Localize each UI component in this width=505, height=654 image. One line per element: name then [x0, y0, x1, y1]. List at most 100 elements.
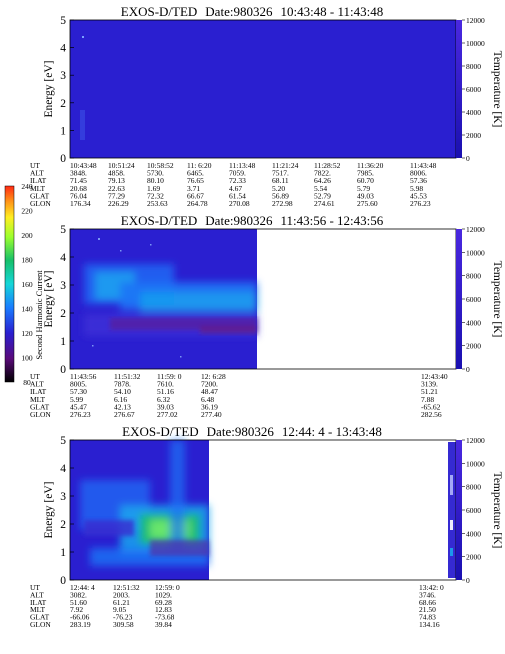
right-tick-label: 2000	[466, 553, 481, 562]
y-tick-label: 5	[60, 15, 66, 27]
y-tick-label: 4	[60, 463, 66, 475]
orbit-cell: 22.63	[108, 184, 125, 193]
orbit-cell: 12:51:32	[113, 583, 140, 592]
y-tick-label: 3	[60, 70, 66, 82]
orbit-cell: 9.05	[113, 605, 126, 614]
panel-1-y-ticks: 5 4 3 2 1 0	[60, 15, 74, 165]
orbit-cell: 5.79	[357, 184, 370, 193]
orbit-cell: 7985.	[357, 169, 374, 178]
y-tick-label: 1	[60, 547, 66, 559]
colorbar-label: Second Harmonic Current	[34, 270, 44, 360]
y-tick-label: 2	[60, 308, 66, 320]
colorbar-tick-label: 180	[21, 256, 33, 265]
colorbar-tick-label: 140	[21, 305, 33, 314]
right-tick-label: 12000	[466, 16, 485, 25]
orbit-cell: 264.78	[187, 199, 208, 208]
orbit-cell: 56.89	[272, 191, 289, 200]
orbit-row-label: GLON	[30, 410, 51, 419]
orbit-cell: 51.60	[70, 598, 87, 607]
orbit-cell: 5.98	[410, 184, 423, 193]
right-tick-label: 0	[466, 154, 470, 163]
orbit-row-label: UT	[30, 372, 40, 381]
orbit-cell: 282.56	[421, 410, 442, 419]
colorbar-tick-label: 220	[21, 207, 33, 216]
orbit-cell: 61.21	[113, 598, 130, 607]
right-tick-label: 6000	[466, 506, 481, 515]
orbit-cell: 57.30	[70, 387, 87, 396]
y-tick-label: 3	[60, 280, 66, 292]
orbit-cell: 10:43:48	[70, 161, 97, 170]
orbit-cell: 277.02	[157, 410, 178, 419]
panel-2-right-ticks: 12000 10000 8000 6000 4000 2000 0	[462, 225, 485, 374]
orbit-row-label: MLT	[30, 605, 46, 614]
orbit-cell: 64.26	[314, 176, 331, 185]
panel-2-spectrogram	[70, 229, 257, 369]
y-tick-label: 4	[60, 43, 66, 55]
orbit-cell: 12: 6:28	[201, 372, 226, 381]
orbit-cell: 176.34	[70, 199, 91, 208]
colorbar-scale	[4, 185, 15, 383]
orbit-cell: 77.29	[108, 191, 125, 200]
orbit-row-label: GLAT	[30, 613, 50, 622]
orbit-cell: 3746.	[419, 590, 436, 599]
y-tick-label: 2	[60, 98, 66, 110]
panel-2-ylabel: Energy [eV]	[43, 271, 55, 328]
panel-2: EXOS-D/TED Date:980326 11:43:56 - 12:43:56	[30, 213, 503, 419]
colorbar: Second Harmonic Current 240 220 200 180 160 1…	[4, 182, 44, 387]
orbit-cell: 71.45	[70, 176, 87, 185]
right-tick-label: 6000	[466, 85, 481, 94]
orbit-cell: 5.20	[272, 184, 285, 193]
orbit-row-label: UT	[30, 161, 40, 170]
right-tick-label: 0	[466, 365, 470, 374]
right-tick-label: 10000	[466, 248, 485, 257]
right-tick-label: 8000	[466, 272, 481, 281]
y-tick-label: 2	[60, 519, 66, 531]
orbit-cell: 11:36:20	[357, 161, 384, 170]
orbit-cell: -76.23	[113, 613, 133, 622]
orbit-row-label: GLAT	[30, 191, 50, 200]
orbit-cell: 5.54	[314, 184, 327, 193]
panel-2-right-label: Temperature [K]	[491, 261, 503, 338]
orbit-row-label: ALT	[30, 590, 44, 599]
orbit-cell: 80.10	[147, 176, 164, 185]
orbit-cell: 76.65	[187, 176, 204, 185]
orbit-cell: 3139.	[421, 380, 438, 389]
panel-3: EXOS-D/TED Date:980326 12:44: 4 - 13:43:48	[30, 424, 503, 629]
orbit-row-label: ILAT	[30, 387, 47, 396]
orbit-cell: 134.16	[419, 620, 440, 629]
orbit-cell: 61.54	[229, 191, 246, 200]
orbit-cell: 272.98	[272, 199, 293, 208]
orbit-cell: 6.48	[201, 395, 214, 404]
orbit-cell: 283.19	[70, 620, 91, 629]
orbit-cell: 57.36	[410, 176, 427, 185]
panel-3-title: EXOS-D/TED Date:980326 12:44: 4 - 13:43:48	[122, 424, 382, 439]
panel-3-right-label: Temperature [K]	[491, 472, 503, 549]
y-tick-label: 0	[60, 575, 66, 587]
orbit-cell: 11: 6:20	[187, 161, 212, 170]
orbit-row-label: ALT	[30, 380, 44, 389]
panel-3-temperature-bar	[456, 440, 462, 580]
panel-3-right-ticks: 12000 10000 8000 6000 4000 2000 0	[462, 436, 485, 585]
orbit-cell: 226.29	[108, 199, 129, 208]
orbit-cell: 3082.	[70, 590, 87, 599]
panel-1-title: EXOS-D/TED Date:980326 10:43:48 - 11:43:48	[121, 4, 384, 19]
y-tick-label: 5	[60, 224, 66, 236]
orbit-cell: 51.16	[157, 387, 174, 396]
orbit-cell: 8005.	[70, 380, 87, 389]
orbit-row-label: MLT	[30, 395, 46, 404]
orbit-row-label: ILAT	[30, 598, 47, 607]
orbit-cell: 69.28	[155, 598, 172, 607]
orbit-cell: 3848.	[70, 169, 87, 178]
orbit-cell: 20.68	[70, 184, 87, 193]
right-tick-label: 2000	[466, 131, 481, 140]
right-tick-label: 4000	[466, 529, 481, 538]
orbit-cell: 11:21:24	[272, 161, 299, 170]
orbit-cell: 45.47	[70, 402, 87, 411]
orbit-cell: 54.10	[114, 387, 131, 396]
orbit-cell: 276.23	[410, 199, 431, 208]
panel-1-faint-trace	[80, 36, 85, 140]
orbit-row-label: GLON	[30, 620, 51, 629]
colorbar-tick-label: 160	[21, 280, 33, 289]
